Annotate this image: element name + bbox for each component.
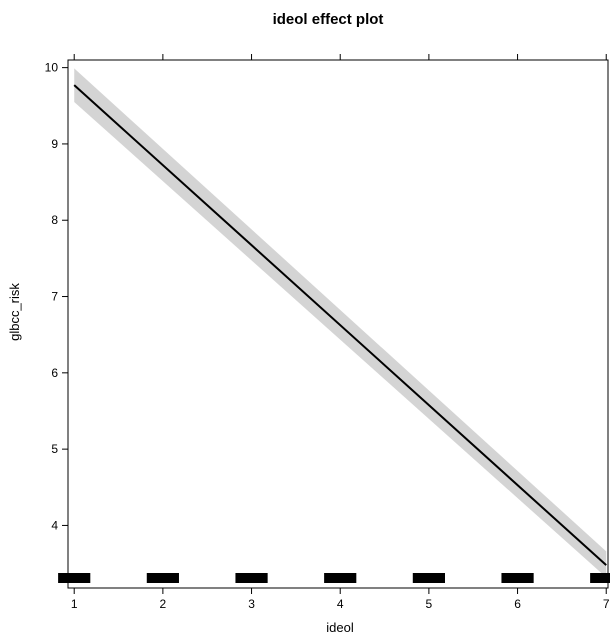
y-tick-label: 6 bbox=[51, 366, 58, 380]
y-axis-label: glbcc_risk bbox=[7, 283, 22, 341]
x-tick-label: 6 bbox=[514, 597, 521, 611]
y-tick-label: 7 bbox=[51, 290, 58, 304]
chart-title: ideol effect plot bbox=[273, 11, 384, 28]
y-tick-label: 10 bbox=[45, 61, 59, 75]
x-tick-label: 2 bbox=[160, 597, 167, 611]
x-axis-label: ideol bbox=[326, 620, 354, 635]
y-tick-label: 4 bbox=[51, 518, 58, 532]
axes: 1 2 3 4 5 6 7 4 5 6 7 8 9 10 bbox=[45, 54, 610, 611]
x-tick-label: 1 bbox=[71, 597, 78, 611]
y-tick-label: 9 bbox=[51, 137, 58, 151]
y-tick-label: 5 bbox=[51, 442, 58, 456]
rug bbox=[58, 573, 610, 583]
x-tick-label: 5 bbox=[426, 597, 433, 611]
fitted-line bbox=[73, 84, 607, 566]
x-tick-label: 7 bbox=[603, 597, 610, 611]
plot-area bbox=[58, 68, 610, 583]
x-tick-label: 4 bbox=[337, 597, 344, 611]
confidence-band bbox=[74, 68, 607, 578]
y-tick-label: 8 bbox=[51, 213, 58, 227]
x-tick-label: 3 bbox=[248, 597, 255, 611]
plot-frame bbox=[67, 59, 609, 589]
